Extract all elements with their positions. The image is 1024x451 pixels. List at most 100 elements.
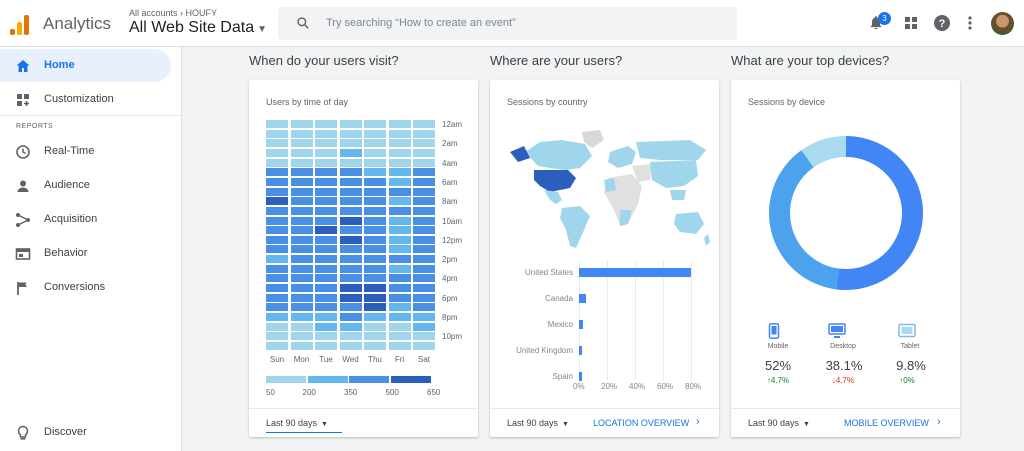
sidebar-item-realtime[interactable]: Real-Time <box>0 135 171 168</box>
heatmap-cell <box>413 139 435 148</box>
heatmap-hour-label: 2am <box>442 139 458 149</box>
heatmap-cell <box>413 129 435 138</box>
heatmap-day-label: Tue <box>319 355 333 364</box>
heatmap-cell <box>315 293 337 302</box>
devices-card: Sessions by device Mobile Desktop Tablet… <box>731 80 960 437</box>
heatmap-cell <box>315 197 337 206</box>
heatmap-cell <box>339 245 362 254</box>
dashboard-icon <box>17 94 29 106</box>
top-bar: Analytics All accounts › HOUFY All Web S… <box>0 0 1024 47</box>
sidebar-item-label: Audience <box>44 179 90 191</box>
heatmap-cell <box>315 284 337 293</box>
x-tick-label: 20% <box>601 382 618 391</box>
heatmap-cell <box>290 148 313 157</box>
heatmap-cell <box>315 245 337 254</box>
country-label: United Kingdom <box>516 346 573 355</box>
country-bar[interactable] <box>579 346 582 355</box>
date-range-label: Last 90 days <box>266 418 318 428</box>
heatmap-cell <box>413 177 435 186</box>
visit-card: Users by time of day Last 90 days ▼ 12am 2… <box>249 80 478 437</box>
heatmap-cell <box>315 341 337 350</box>
heatmap-cell <box>364 293 386 302</box>
help-icon[interactable]: ? <box>934 15 950 31</box>
sidebar-item-audience[interactable]: Audience <box>0 169 171 202</box>
heatmap-cell <box>339 139 362 148</box>
device-change-tablet: ↑0% <box>899 376 915 385</box>
avatar[interactable] <box>991 12 1014 35</box>
heatmap-day-label: Sat <box>417 355 430 364</box>
heatmap-cell <box>413 148 435 157</box>
sidebar-item-home[interactable]: Home <box>0 49 171 82</box>
heatmap-cell <box>290 341 313 350</box>
breadcrumb[interactable]: All accounts › HOUFY <box>129 8 218 18</box>
heatmap-cell <box>388 332 411 341</box>
apps-icon[interactable] <box>904 16 918 30</box>
reports-heading: REPORTS <box>16 123 54 130</box>
country-bar[interactable] <box>579 294 586 303</box>
lightbulb-icon <box>17 425 29 440</box>
card-footer: Last 90 days ▼ <box>249 408 478 437</box>
property-selector[interactable]: All Web Site Data ▼ <box>129 19 267 37</box>
heatmap-cell <box>339 341 362 350</box>
heatmap-legend-swatch <box>307 376 348 383</box>
sidebar-divider <box>0 115 182 116</box>
country-bar[interactable] <box>579 268 691 277</box>
heatmap-cell <box>339 216 362 225</box>
country-bar[interactable] <box>579 372 582 381</box>
date-range-dropdown[interactable]: Last 90 days ▼ <box>507 418 569 428</box>
heatmap-hour-label: 10pm <box>442 332 463 342</box>
heatmap-cell <box>315 332 337 341</box>
donut-slice-desktop[interactable] <box>769 150 839 290</box>
chevron-right-icon[interactable]: › <box>696 416 700 428</box>
country-bar[interactable] <box>579 320 584 329</box>
heatmap-cell <box>315 313 337 321</box>
country-label: Canada <box>544 294 573 303</box>
date-range-dropdown[interactable]: Last 90 days ▼ <box>266 418 342 433</box>
sidebar-item-behavior[interactable]: Behavior <box>0 237 171 270</box>
heatmap-cell <box>364 148 386 157</box>
heatmap-cell <box>315 255 337 264</box>
sidebar-item-conversions[interactable]: Conversions <box>0 271 171 304</box>
sidebar-item-acquisition[interactable]: Acquisition <box>0 203 171 236</box>
heatmap-cell <box>266 341 288 350</box>
heatmap-cell <box>413 284 435 293</box>
more-vert-icon[interactable] <box>966 16 974 30</box>
date-range-dropdown[interactable]: Last 90 days ▼ <box>748 418 810 428</box>
heatmap-cell <box>413 235 435 244</box>
location-overview-link[interactable]: LOCATION OVERVIEW <box>593 418 690 428</box>
search-input[interactable]: Try searching “How to create an event” <box>326 17 516 29</box>
heatmap-cell <box>364 341 386 350</box>
map-region-usa <box>534 170 576 192</box>
heatmap-cell <box>266 235 288 244</box>
heatmap-cell <box>364 120 386 128</box>
heatmap-cell <box>290 322 313 331</box>
mobile-overview-link[interactable]: MOBILE OVERVIEW <box>844 418 929 428</box>
heatmap-cell <box>290 129 313 138</box>
heatmap-cell <box>388 235 411 244</box>
heatmap-cell <box>266 148 288 157</box>
search-box[interactable]: Try searching “How to create an event” <box>278 7 737 40</box>
donut-slice-mobile[interactable] <box>836 136 924 290</box>
heatmap-cell <box>266 284 288 293</box>
heatmap-cell <box>413 168 435 177</box>
heatmap-legend-value: 650 <box>427 388 441 397</box>
heatmap-cell <box>388 293 411 302</box>
heatmap-cell <box>315 226 337 235</box>
heatmap-cell <box>388 177 411 186</box>
device-name-tablet: Tablet <box>900 343 920 350</box>
tablet-icon <box>898 323 916 338</box>
sidebar-item-discover[interactable]: Discover <box>0 416 171 449</box>
donut-slice-tablet[interactable] <box>801 136 846 168</box>
chevron-right-icon[interactable]: › <box>937 416 941 428</box>
sidebar-item-label: Behavior <box>44 247 88 259</box>
heatmap-cell <box>339 264 362 273</box>
heatmap-cell <box>388 139 411 148</box>
heatmap-cell <box>339 177 362 186</box>
analytics-logo[interactable] <box>10 13 32 35</box>
heatmap-cell <box>339 274 362 283</box>
heatmap-hour-label: 10am <box>442 216 463 226</box>
heatmap-cell <box>339 129 362 138</box>
sidebar-item-customization[interactable]: Customization <box>0 83 171 116</box>
map-region-south-america <box>560 206 590 248</box>
heatmap-cell <box>290 313 313 321</box>
